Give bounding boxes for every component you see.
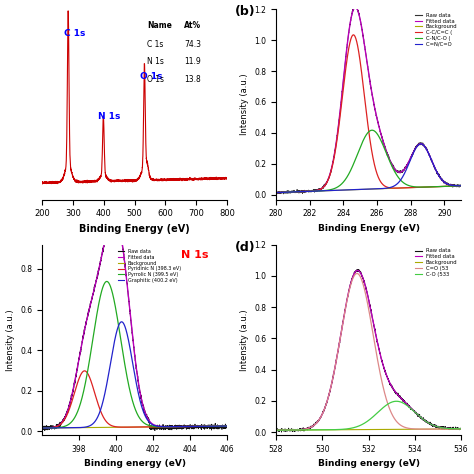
Y-axis label: Intensity (a.u.): Intensity (a.u.) (239, 309, 248, 371)
Text: N 1s: N 1s (181, 250, 209, 260)
X-axis label: Binding Energy (eV): Binding Energy (eV) (318, 224, 419, 233)
Legend: Raw data, Fitted data, Background, C=O (53, C-O (533: Raw data, Fitted data, Background, C=O (… (414, 247, 458, 278)
Text: O 1s: O 1s (147, 74, 164, 83)
Y-axis label: Intensity (a.u.): Intensity (a.u.) (6, 309, 15, 371)
X-axis label: Binding Energy (eV): Binding Energy (eV) (79, 224, 190, 234)
X-axis label: Binding energy (eV): Binding energy (eV) (318, 459, 419, 468)
Text: C 1s: C 1s (64, 29, 85, 38)
Text: Name: Name (147, 21, 172, 30)
Text: C 1s: C 1s (147, 39, 163, 48)
Text: O 1s: O 1s (140, 72, 162, 81)
Text: (b): (b) (235, 5, 256, 18)
Text: N 1s: N 1s (147, 57, 164, 66)
Text: (d): (d) (235, 241, 256, 254)
X-axis label: Binding energy (eV): Binding energy (eV) (83, 459, 185, 468)
Text: 11.9: 11.9 (184, 57, 201, 66)
Text: 74.3: 74.3 (184, 39, 201, 48)
Text: N 1s: N 1s (98, 112, 120, 121)
Legend: Raw data, Fitted data, Background, Pyridinic N (398.3 eV), Pyrrolic N (399.5 eV): Raw data, Fitted data, Background, Pyrid… (116, 247, 182, 284)
Text: 13.8: 13.8 (184, 74, 201, 83)
Y-axis label: Intensity (a.u.): Intensity (a.u.) (239, 73, 248, 135)
Legend: Raw data, Fitted data, Background, C-C/C=C (, C-N/C-O (, C=N/C=O : Raw data, Fitted data, Background, C-C/C… (414, 12, 458, 48)
Text: At%: At% (184, 21, 201, 30)
